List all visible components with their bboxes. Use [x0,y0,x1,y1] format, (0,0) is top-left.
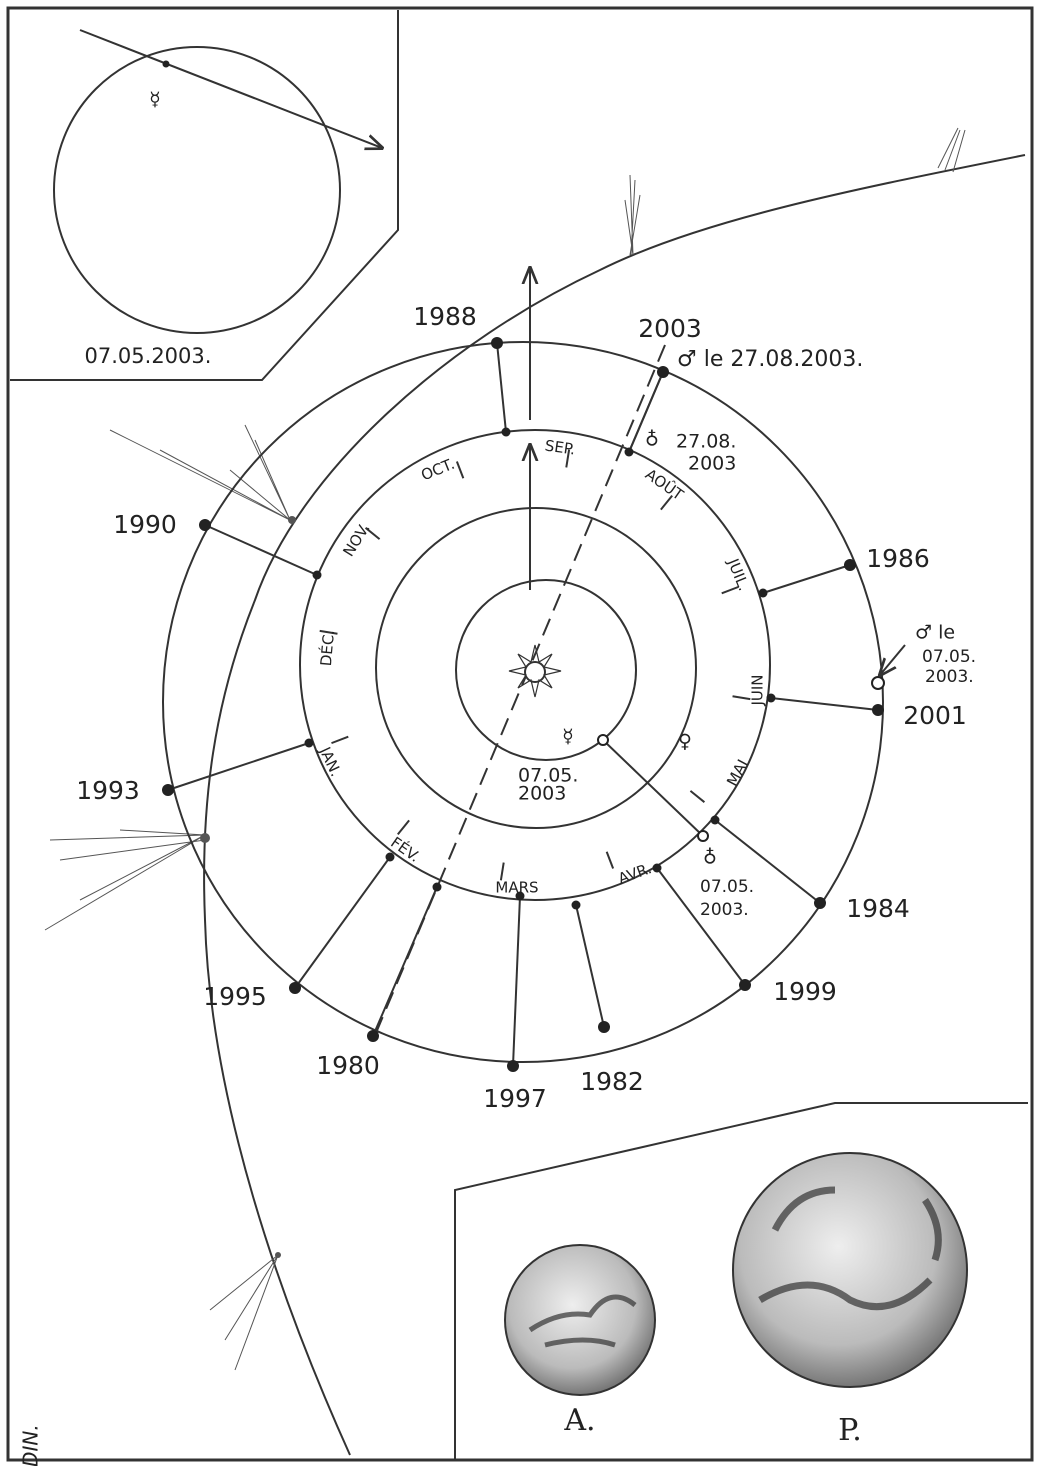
ring-tick [605,851,615,869]
ring-tick [565,449,571,468]
year-link [167,742,310,791]
mars-opposition: ♂ le 27.08.2003. [677,347,863,372]
mars-position [814,897,826,909]
year-link [496,342,507,433]
month-label: AVR. [616,859,654,888]
earth-position [766,693,776,703]
mars-position [199,519,211,531]
label-a: A. [563,1403,595,1438]
mars-may: ♂ le [915,622,955,644]
earth-position [652,863,662,873]
year-label: 1986 [866,544,930,573]
year-label: 2001 [903,701,967,730]
earth-may-year: 2003. [700,900,749,920]
month-label: AOÛT [642,464,688,504]
year-link [575,904,605,1028]
mars-position [367,1030,379,1042]
mercury-date: 07.05. [518,765,578,787]
signature: D.BARDIN. [19,1424,43,1466]
earth-position [312,570,322,580]
month-label: OCT. [418,455,457,485]
mars-position [872,704,884,716]
month-label: DÉC. [316,629,338,667]
ring-tick [689,790,706,803]
mars-may-year: 2003. [925,667,974,687]
frame [6,6,1034,1462]
ring-tick [331,735,349,745]
ring-tick [397,819,410,836]
earth-may-symbol: ♁ [703,847,717,869]
mars-may-date: 07.05. [922,647,976,667]
label-p: P. [838,1413,862,1448]
month-label: SEP. [544,436,577,458]
year-label: 1988 [413,302,477,331]
year-link [628,371,664,453]
earth-position [304,738,314,748]
mars-position [844,559,856,571]
earth-symbol: ♁ [645,429,659,451]
earth-year: 2003 [688,453,736,475]
ring-tick [660,494,673,511]
inset-bottom: A. P. [454,1102,1028,1460]
year-link [770,697,879,711]
comet [44,127,1026,1456]
earth-position [432,882,442,892]
mars-position [162,784,174,796]
mars-position [739,979,751,991]
earth-position [624,447,634,457]
ring-tick [364,527,381,540]
earth-position [571,900,581,910]
month-label: MAI [723,756,752,789]
ring-tick [455,461,465,479]
year-label: 1999 [773,977,837,1006]
year-positions: 1988 2003 1990 1986 2001 1993 1984 1995 1999 1980… [76,302,967,1113]
mars-position [507,1060,519,1072]
year-link [512,895,521,1067]
ring-tick [721,585,739,595]
year-link [372,886,438,1037]
venus-symbol: ♀ [678,731,692,753]
year-label: 1980 [316,1051,380,1080]
ring-tick [499,862,505,881]
earth-position [385,852,395,862]
annotations: ♂ le 27.08.2003. ♁ 27.08. 2003 ♂ le 07.0… [518,347,976,920]
inset-top: ☿ 07.05.2003. [10,10,399,381]
earth-position [501,427,511,437]
earth-position [758,588,768,598]
inset-date: 07.05.2003. [85,344,212,368]
earth-date: 27.08. [676,431,736,453]
ring-tick [319,629,338,635]
mars-position [491,337,503,349]
year-label: 2003 [638,314,702,343]
earth-position [710,815,720,825]
orbits [162,268,906,1063]
mercury-year: 2003 [518,783,566,805]
year-label: 1993 [76,776,140,805]
mars-position [657,366,669,378]
year-label: 1984 [846,894,910,923]
earth-position [515,891,525,901]
year-link [204,524,318,576]
mars-position [289,982,301,994]
year-link [714,819,821,904]
planet-a [504,1244,656,1396]
year-link [762,564,851,594]
mars-position [598,1021,610,1033]
ring-tick [732,695,751,701]
year-label: 1982 [580,1067,644,1096]
month-label: MARS [495,879,538,897]
month-label: JUIL. [724,555,753,593]
mercury-symbol: ☿ [562,726,574,748]
year-link [656,867,746,986]
year-link [294,856,391,989]
year-label: 1997 [483,1084,547,1113]
earth-may-date: 07.05. [700,877,754,897]
planet-p [732,1152,968,1388]
month-label: JUIN [749,674,767,706]
year-label: 1995 [203,982,267,1011]
svg-text:☿: ☿ [149,89,161,111]
year-label: 1990 [113,510,177,539]
